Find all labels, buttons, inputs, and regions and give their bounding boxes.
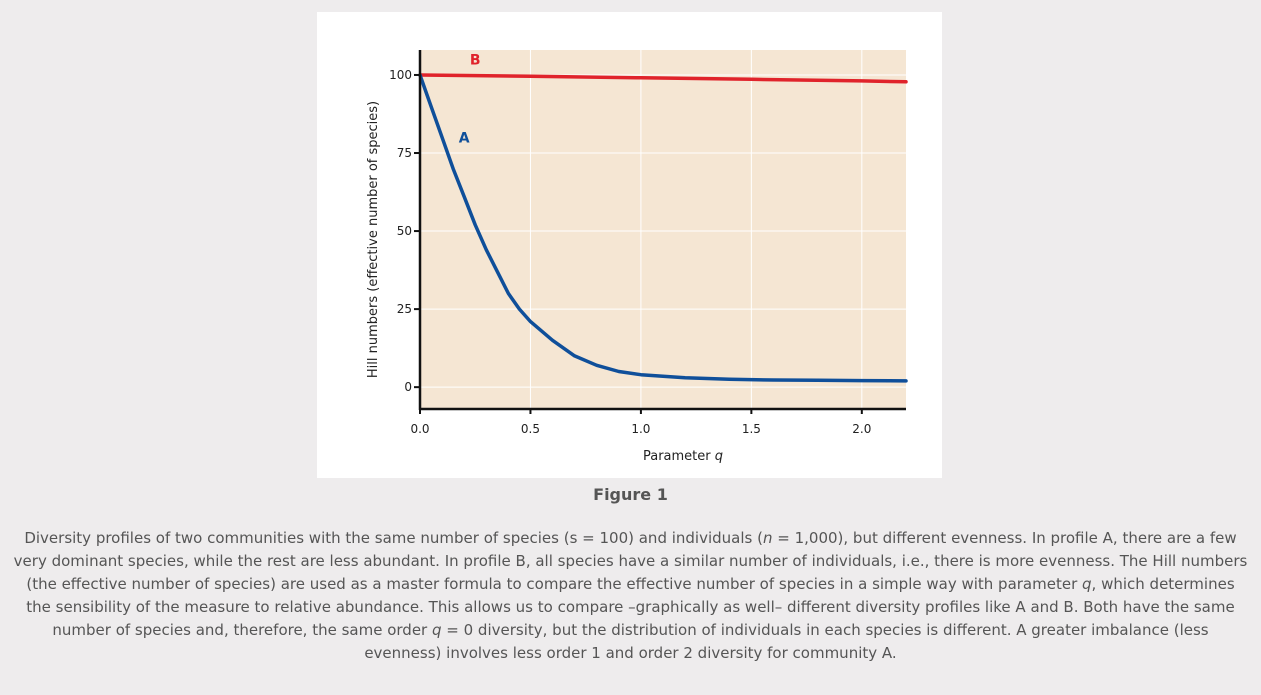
x-tick-label: 1.5 xyxy=(742,422,761,436)
series-lines xyxy=(418,73,908,383)
figure-caption: Diversity profiles of two communities wi… xyxy=(13,529,1248,662)
x-tick-label: 0.5 xyxy=(521,422,540,436)
axes xyxy=(414,50,906,414)
series-label-b: B xyxy=(470,52,481,68)
figure-title: Figure 1 xyxy=(593,485,668,504)
y-axis-title: Hill numbers (effective number of specie… xyxy=(366,101,381,378)
y-tick-label: 50 xyxy=(397,224,412,238)
series-line-a xyxy=(418,73,908,383)
x-tick-label: 1.0 xyxy=(631,422,650,436)
x-axis-title-variable: q xyxy=(715,449,723,464)
hill-numbers-chart: A B 0 25 50 75 100 0.0 0.5 1.0 1.5 2.0 Parameter q Hi… xyxy=(366,50,908,464)
labels: A B 0 25 50 75 100 0.0 0.5 1.0 1.5 2.0 Parameter q Hi… xyxy=(366,52,871,464)
y-tick-label: 75 xyxy=(397,146,412,160)
y-tick-label: 0 xyxy=(404,380,412,394)
figure-panel: A B 0 25 50 75 100 0.0 0.5 1.0 1.5 2.0 Parameter q Hi… xyxy=(317,12,942,478)
x-tick-label: 0.0 xyxy=(410,422,429,436)
x-axis-title-text: Parameter xyxy=(643,449,715,464)
plot-background xyxy=(420,50,906,409)
x-tick-label: 2.0 xyxy=(852,422,871,436)
series-label-a: A xyxy=(459,130,470,146)
y-tick-label: 100 xyxy=(389,68,412,82)
grid-lines xyxy=(419,50,906,409)
y-tick-label: 25 xyxy=(397,302,412,316)
x-axis-title: Parameter q xyxy=(643,449,723,464)
series-line-b xyxy=(418,73,908,84)
